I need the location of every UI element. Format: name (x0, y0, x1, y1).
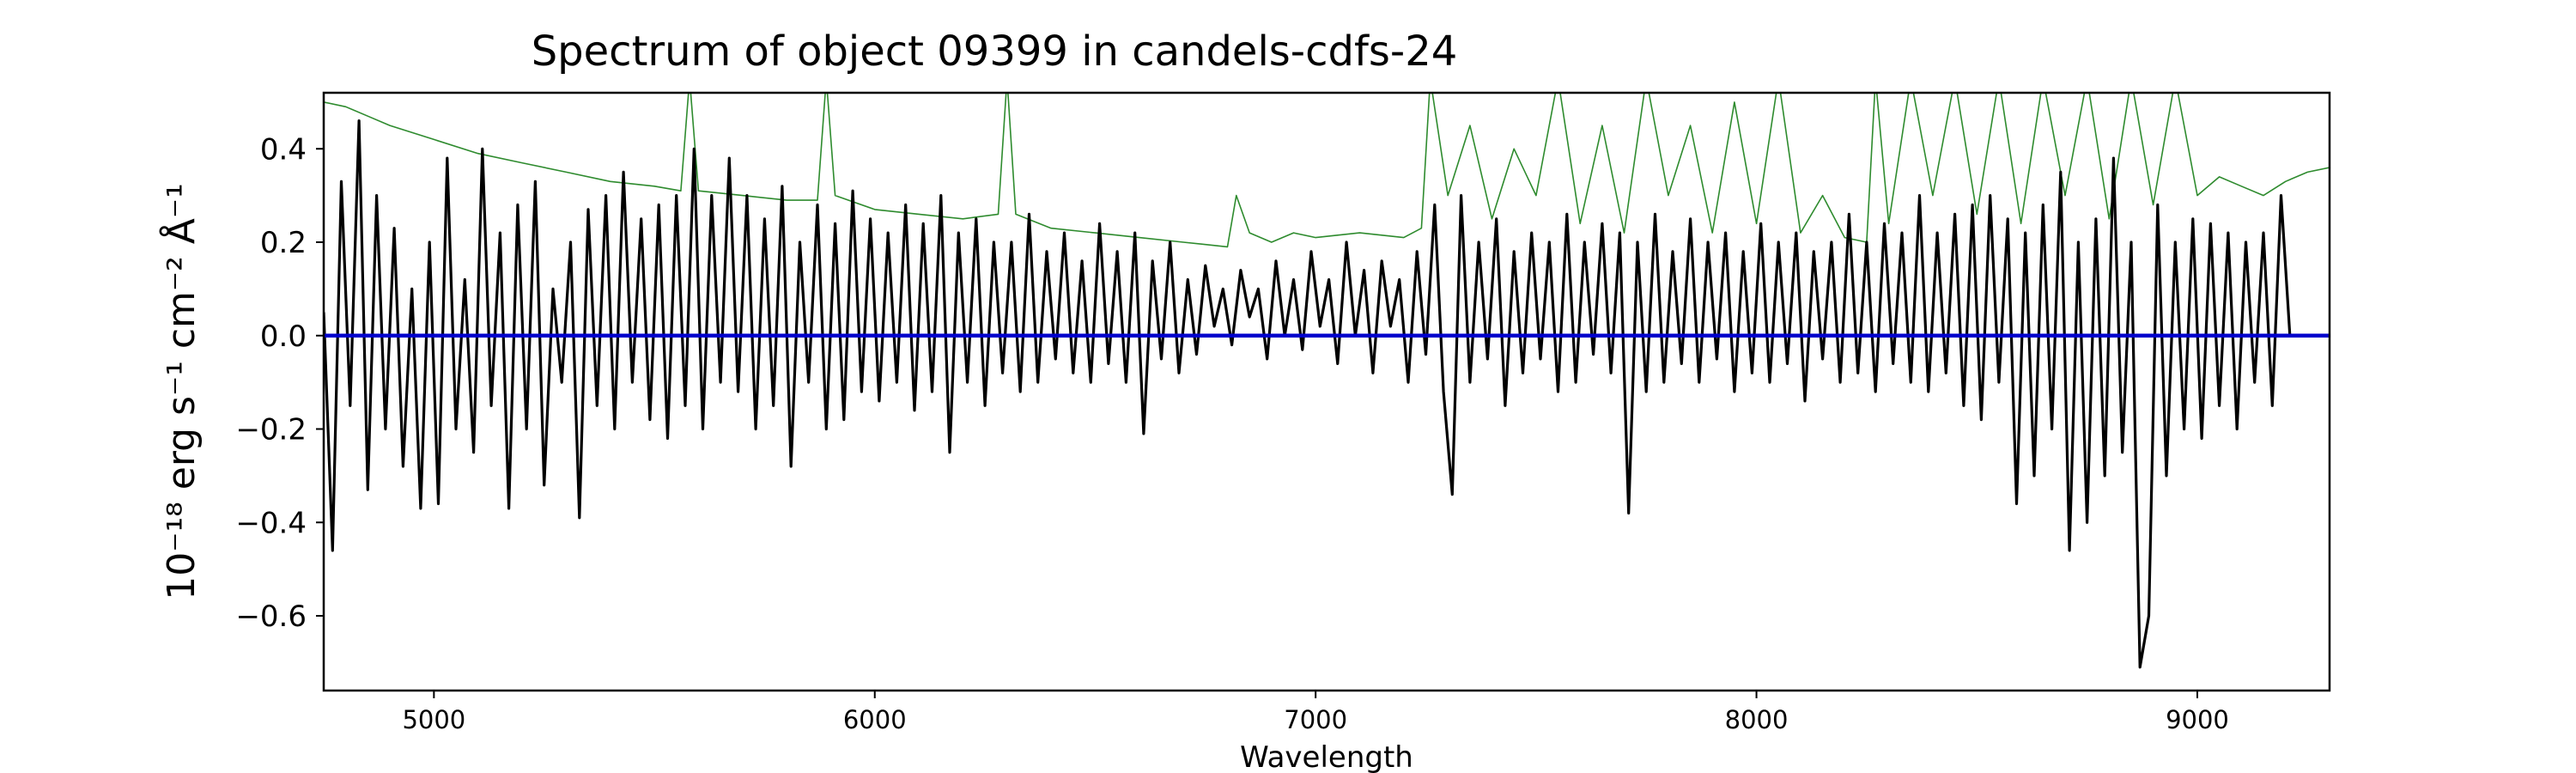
y-tick-label: 0.2 (260, 226, 307, 260)
chart-title: Spectrum of object 09399 in candels-cdfs… (532, 27, 1458, 76)
x-tick-label: 6000 (843, 705, 907, 734)
x-axis-label: Wavelength (1240, 740, 1413, 773)
x-tick-label: 7000 (1284, 705, 1347, 734)
x-axis: 5000 6000 7000 8000 9000 (402, 691, 2229, 734)
y-tick-label: 0.0 (260, 320, 307, 354)
x-tick-label: 8000 (1725, 705, 1789, 734)
flux-spectrum-line (324, 119, 2292, 669)
plot-series-layer (324, 93, 2330, 669)
y-tick-label: −0.4 (235, 506, 307, 540)
error-spectrum-line (324, 93, 2330, 248)
y-tick-label: −0.6 (235, 600, 307, 634)
y-axis-label: 10⁻¹⁸ erg s⁻¹ cm⁻² Å⁻¹ (158, 183, 204, 600)
x-tick-label: 5000 (402, 705, 465, 734)
y-tick-label: −0.2 (235, 413, 307, 447)
y-tick-label: 0.4 (260, 132, 307, 167)
plot-frame (322, 91, 2331, 692)
x-tick-label: 9000 (2166, 705, 2229, 734)
y-axis: 0.4 0.2 0.0 −0.2 −0.4 −0.6 (235, 132, 324, 634)
